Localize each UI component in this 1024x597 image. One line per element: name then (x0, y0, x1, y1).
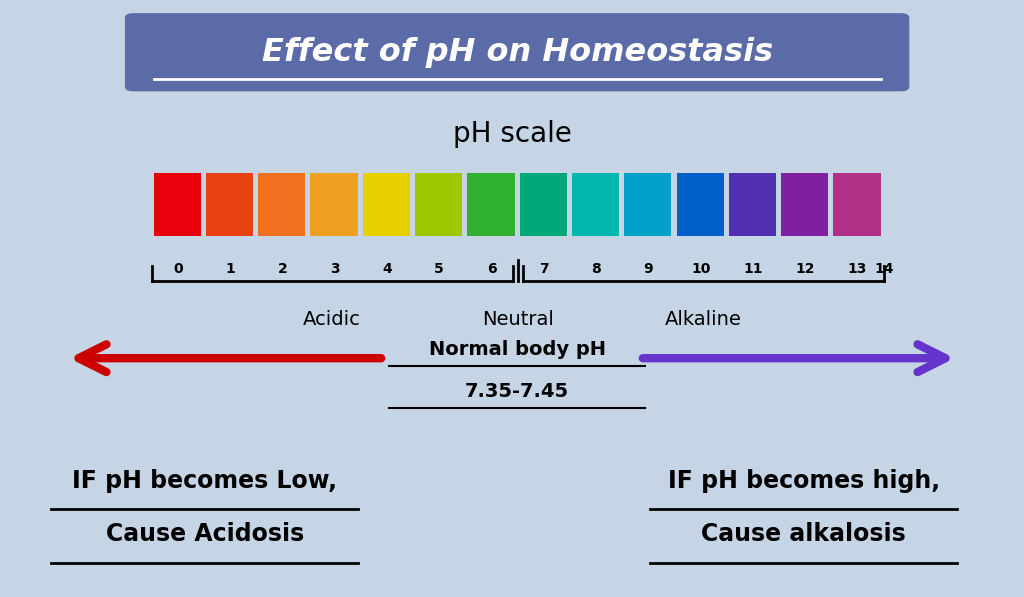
Text: pH scale: pH scale (453, 121, 571, 148)
FancyBboxPatch shape (572, 173, 620, 236)
FancyBboxPatch shape (625, 173, 672, 236)
FancyBboxPatch shape (154, 173, 201, 236)
Text: 8: 8 (591, 261, 601, 276)
Text: 14: 14 (873, 261, 894, 276)
Text: Alkaline: Alkaline (665, 310, 741, 329)
Text: 13: 13 (848, 261, 867, 276)
Text: 0: 0 (173, 261, 182, 276)
Text: Cause alkalosis: Cause alkalosis (701, 522, 906, 546)
Text: 1: 1 (225, 261, 234, 276)
FancyBboxPatch shape (729, 173, 776, 236)
Text: 12: 12 (796, 261, 815, 276)
FancyBboxPatch shape (310, 173, 357, 236)
Text: Neutral: Neutral (481, 310, 554, 329)
FancyBboxPatch shape (519, 173, 567, 236)
Text: Acidic: Acidic (303, 310, 361, 329)
Text: 9: 9 (643, 261, 653, 276)
Text: 2: 2 (278, 261, 287, 276)
Text: 3: 3 (330, 261, 339, 276)
FancyBboxPatch shape (125, 13, 909, 91)
FancyBboxPatch shape (258, 173, 305, 236)
Text: IF pH becomes Low,: IF pH becomes Low, (73, 469, 337, 493)
Text: IF pH becomes high,: IF pH becomes high, (668, 469, 940, 493)
Text: 10: 10 (691, 261, 711, 276)
Text: 7: 7 (539, 261, 549, 276)
FancyBboxPatch shape (677, 173, 724, 236)
FancyBboxPatch shape (362, 173, 410, 236)
Text: 11: 11 (743, 261, 763, 276)
FancyBboxPatch shape (834, 173, 881, 236)
FancyBboxPatch shape (206, 173, 253, 236)
Text: 5: 5 (434, 261, 444, 276)
Text: Cause Acidosis: Cause Acidosis (105, 522, 304, 546)
FancyBboxPatch shape (415, 173, 462, 236)
Text: Normal body pH: Normal body pH (429, 340, 605, 359)
Text: 7.35-7.45: 7.35-7.45 (465, 381, 569, 401)
FancyBboxPatch shape (781, 173, 828, 236)
FancyBboxPatch shape (467, 173, 514, 236)
Text: 6: 6 (486, 261, 497, 276)
Text: Effect of pH on Homeostasis: Effect of pH on Homeostasis (261, 37, 773, 67)
Text: 4: 4 (382, 261, 392, 276)
